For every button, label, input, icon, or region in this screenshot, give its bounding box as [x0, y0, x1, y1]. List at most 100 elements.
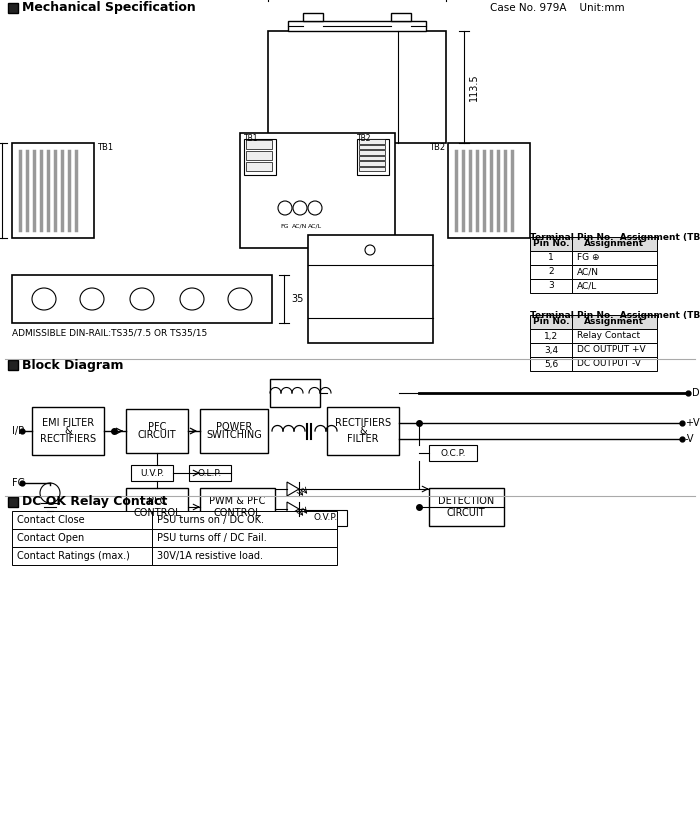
- Bar: [530, 315, 572, 329]
- Text: AC/L: AC/L: [577, 282, 597, 291]
- Bar: [305, 510, 347, 526]
- Bar: [268, 31, 446, 143]
- Text: 113.5: 113.5: [469, 73, 479, 101]
- Text: FG ⊕: FG ⊕: [577, 253, 599, 263]
- Bar: [8, 497, 18, 507]
- Text: 1: 1: [548, 253, 554, 263]
- Bar: [530, 343, 572, 357]
- Text: Assignment: Assignment: [584, 317, 645, 327]
- Text: O.V.P.: O.V.P.: [314, 514, 338, 523]
- Bar: [131, 465, 173, 481]
- Bar: [12, 547, 152, 565]
- Text: -V: -V: [685, 434, 694, 444]
- Text: TB2: TB2: [429, 143, 445, 152]
- Text: &: &: [64, 426, 72, 436]
- Text: DC OK: DC OK: [692, 388, 700, 398]
- Text: Contact Ratings (max.): Contact Ratings (max.): [17, 551, 130, 561]
- Text: Pin No.: Pin No.: [533, 317, 569, 327]
- Text: Contact Open: Contact Open: [17, 533, 84, 543]
- Text: O.L.P.: O.L.P.: [198, 469, 222, 478]
- Bar: [530, 265, 572, 279]
- Text: 3: 3: [548, 282, 554, 291]
- Text: I/P: I/P: [12, 426, 24, 436]
- Bar: [572, 279, 657, 293]
- Text: Terminal Pin No.  Assignment (TB2): Terminal Pin No. Assignment (TB2): [530, 311, 700, 320]
- Bar: [391, 13, 411, 21]
- Bar: [530, 329, 572, 343]
- Bar: [288, 21, 426, 31]
- Text: TB1: TB1: [97, 143, 113, 152]
- Bar: [572, 237, 657, 251]
- Text: Relay Contact: Relay Contact: [577, 332, 640, 341]
- Bar: [572, 343, 657, 357]
- Bar: [327, 407, 399, 455]
- Text: RECTIFIERS: RECTIFIERS: [335, 417, 391, 427]
- Text: RECTIFIERS: RECTIFIERS: [40, 435, 96, 445]
- Text: Case No. 979A    Unit:mm: Case No. 979A Unit:mm: [490, 3, 624, 13]
- Bar: [270, 379, 320, 407]
- Bar: [357, 139, 389, 175]
- Text: PFC: PFC: [148, 422, 166, 432]
- Bar: [359, 155, 385, 160]
- Bar: [359, 150, 385, 155]
- Bar: [152, 529, 337, 547]
- Text: PFC
CONTROL: PFC CONTROL: [133, 496, 181, 518]
- Bar: [12, 143, 94, 238]
- Bar: [572, 315, 657, 329]
- Bar: [152, 547, 337, 565]
- Bar: [244, 139, 276, 175]
- Bar: [572, 329, 657, 343]
- Text: CIRCUIT: CIRCUIT: [138, 430, 176, 440]
- Text: DETECTION
CIRCUIT: DETECTION CIRCUIT: [438, 496, 494, 518]
- Bar: [572, 357, 657, 371]
- Text: TB2: TB2: [357, 134, 372, 143]
- Text: DC OUTPUT +V: DC OUTPUT +V: [577, 346, 645, 355]
- Bar: [530, 237, 572, 251]
- Text: 3,4: 3,4: [544, 346, 558, 355]
- Text: ADMISSIBLE DIN-RAIL:TS35/7.5 OR TS35/15: ADMISSIBLE DIN-RAIL:TS35/7.5 OR TS35/15: [12, 328, 207, 337]
- Text: Block Diagram: Block Diagram: [22, 358, 123, 371]
- Text: 2: 2: [548, 268, 554, 277]
- Text: DC OUTPUT -V: DC OUTPUT -V: [577, 360, 641, 368]
- Bar: [530, 357, 572, 371]
- Bar: [359, 166, 385, 171]
- Text: EMI FILTER: EMI FILTER: [42, 417, 94, 427]
- Bar: [126, 488, 188, 526]
- Text: O.C.P.: O.C.P.: [440, 449, 466, 458]
- Bar: [12, 511, 152, 529]
- Bar: [572, 251, 657, 265]
- Bar: [12, 275, 272, 323]
- Text: 5,6: 5,6: [544, 360, 558, 368]
- Text: Terminal Pin No.  Assignment (TB1): Terminal Pin No. Assignment (TB1): [530, 233, 700, 242]
- Bar: [246, 151, 272, 160]
- Text: 30V/1A resistive load.: 30V/1A resistive load.: [157, 551, 263, 561]
- Bar: [429, 488, 504, 526]
- Bar: [530, 251, 572, 265]
- Text: POWER: POWER: [216, 422, 252, 432]
- Bar: [200, 409, 268, 453]
- Bar: [8, 3, 18, 13]
- Bar: [126, 409, 188, 453]
- Bar: [572, 265, 657, 279]
- Text: FG: FG: [281, 224, 289, 229]
- Text: TB1: TB1: [244, 134, 258, 143]
- Bar: [308, 235, 433, 343]
- Text: 1,2: 1,2: [544, 332, 558, 341]
- Bar: [240, 133, 395, 248]
- Text: Assignment: Assignment: [584, 239, 645, 248]
- Bar: [530, 279, 572, 293]
- Bar: [189, 465, 231, 481]
- Text: Mechanical Specification: Mechanical Specification: [22, 2, 196, 14]
- Bar: [8, 360, 18, 370]
- Text: AC/L: AC/L: [308, 224, 322, 229]
- Text: AC/N: AC/N: [577, 268, 599, 277]
- Bar: [12, 529, 152, 547]
- Bar: [359, 145, 385, 149]
- Bar: [359, 139, 385, 144]
- Text: FG: FG: [12, 478, 25, 488]
- Text: PSU turns off / DC Fail.: PSU turns off / DC Fail.: [157, 533, 267, 543]
- Bar: [429, 445, 477, 461]
- Bar: [359, 161, 385, 165]
- Text: FILTER: FILTER: [347, 435, 379, 445]
- Bar: [32, 407, 104, 455]
